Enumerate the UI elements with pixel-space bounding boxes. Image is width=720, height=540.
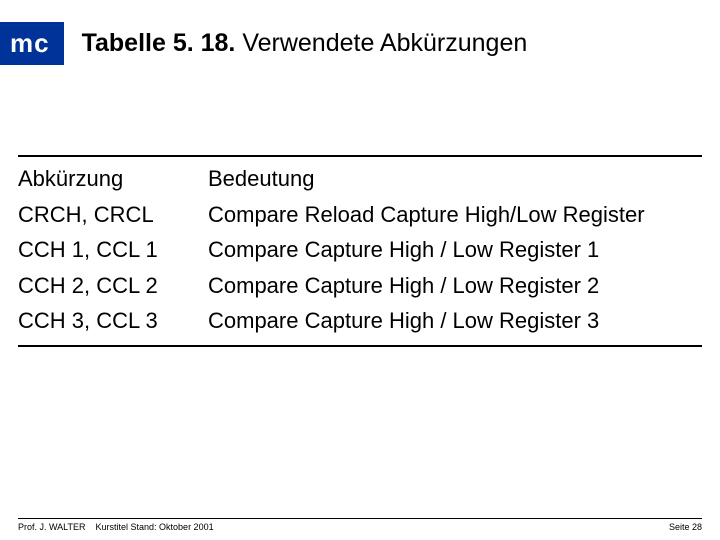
abbreviation-table: Abkürzung Bedeutung CRCH, CRCL Compare R… [18,161,702,339]
table-row: CCH 3, CCL 3 Compare Capture High / Low … [18,303,702,339]
table-row: CCH 2, CCL 2 Compare Capture High / Low … [18,268,702,304]
footer-rule [18,518,702,519]
cell-meaning: Compare Capture High / Low Register 1 [208,232,702,268]
footer-stand: Kurstitel Stand: Oktober 2001 [96,522,214,532]
mc-badge: mc [0,22,64,65]
cell-abbr: CRCH, CRCL [18,197,208,233]
slide-title: Tabelle 5. 18. Verwendete Abkürzungen [82,29,528,58]
rule-above-table [18,155,702,157]
table-header-row: Abkürzung Bedeutung [18,161,702,197]
table-row: CRCH, CRCL Compare Reload Capture High/L… [18,197,702,233]
rule-below-table [18,345,702,347]
cell-meaning: Compare Reload Capture High/Low Register [208,197,702,233]
title-bold: Tabelle 5. 18. [82,29,243,57]
slide-footer: Prof. J. WALTER Kurstitel Stand: Oktober… [0,518,720,532]
cell-meaning: Compare Capture High / Low Register 2 [208,268,702,304]
header-col2: Bedeutung [208,161,702,197]
table-row: CCH 1, CCL 1 Compare Capture High / Low … [18,232,702,268]
cell-abbr: CCH 2, CCL 2 [18,268,208,304]
cell-abbr: CCH 1, CCL 1 [18,232,208,268]
cell-abbr: CCH 3, CCL 3 [18,303,208,339]
header-col1: Abkürzung [18,161,208,197]
cell-meaning: Compare Capture High / Low Register 3 [208,303,702,339]
footer-author: Prof. J. WALTER [18,522,86,532]
title-rest: Verwendete Abkürzungen [242,29,527,57]
footer-row: Prof. J. WALTER Kurstitel Stand: Oktober… [18,522,702,532]
slide-header: mc Tabelle 5. 18. Verwendete Abkürzungen [0,0,720,65]
footer-page: Seite 28 [669,522,702,532]
footer-left: Prof. J. WALTER Kurstitel Stand: Oktober… [18,522,214,532]
